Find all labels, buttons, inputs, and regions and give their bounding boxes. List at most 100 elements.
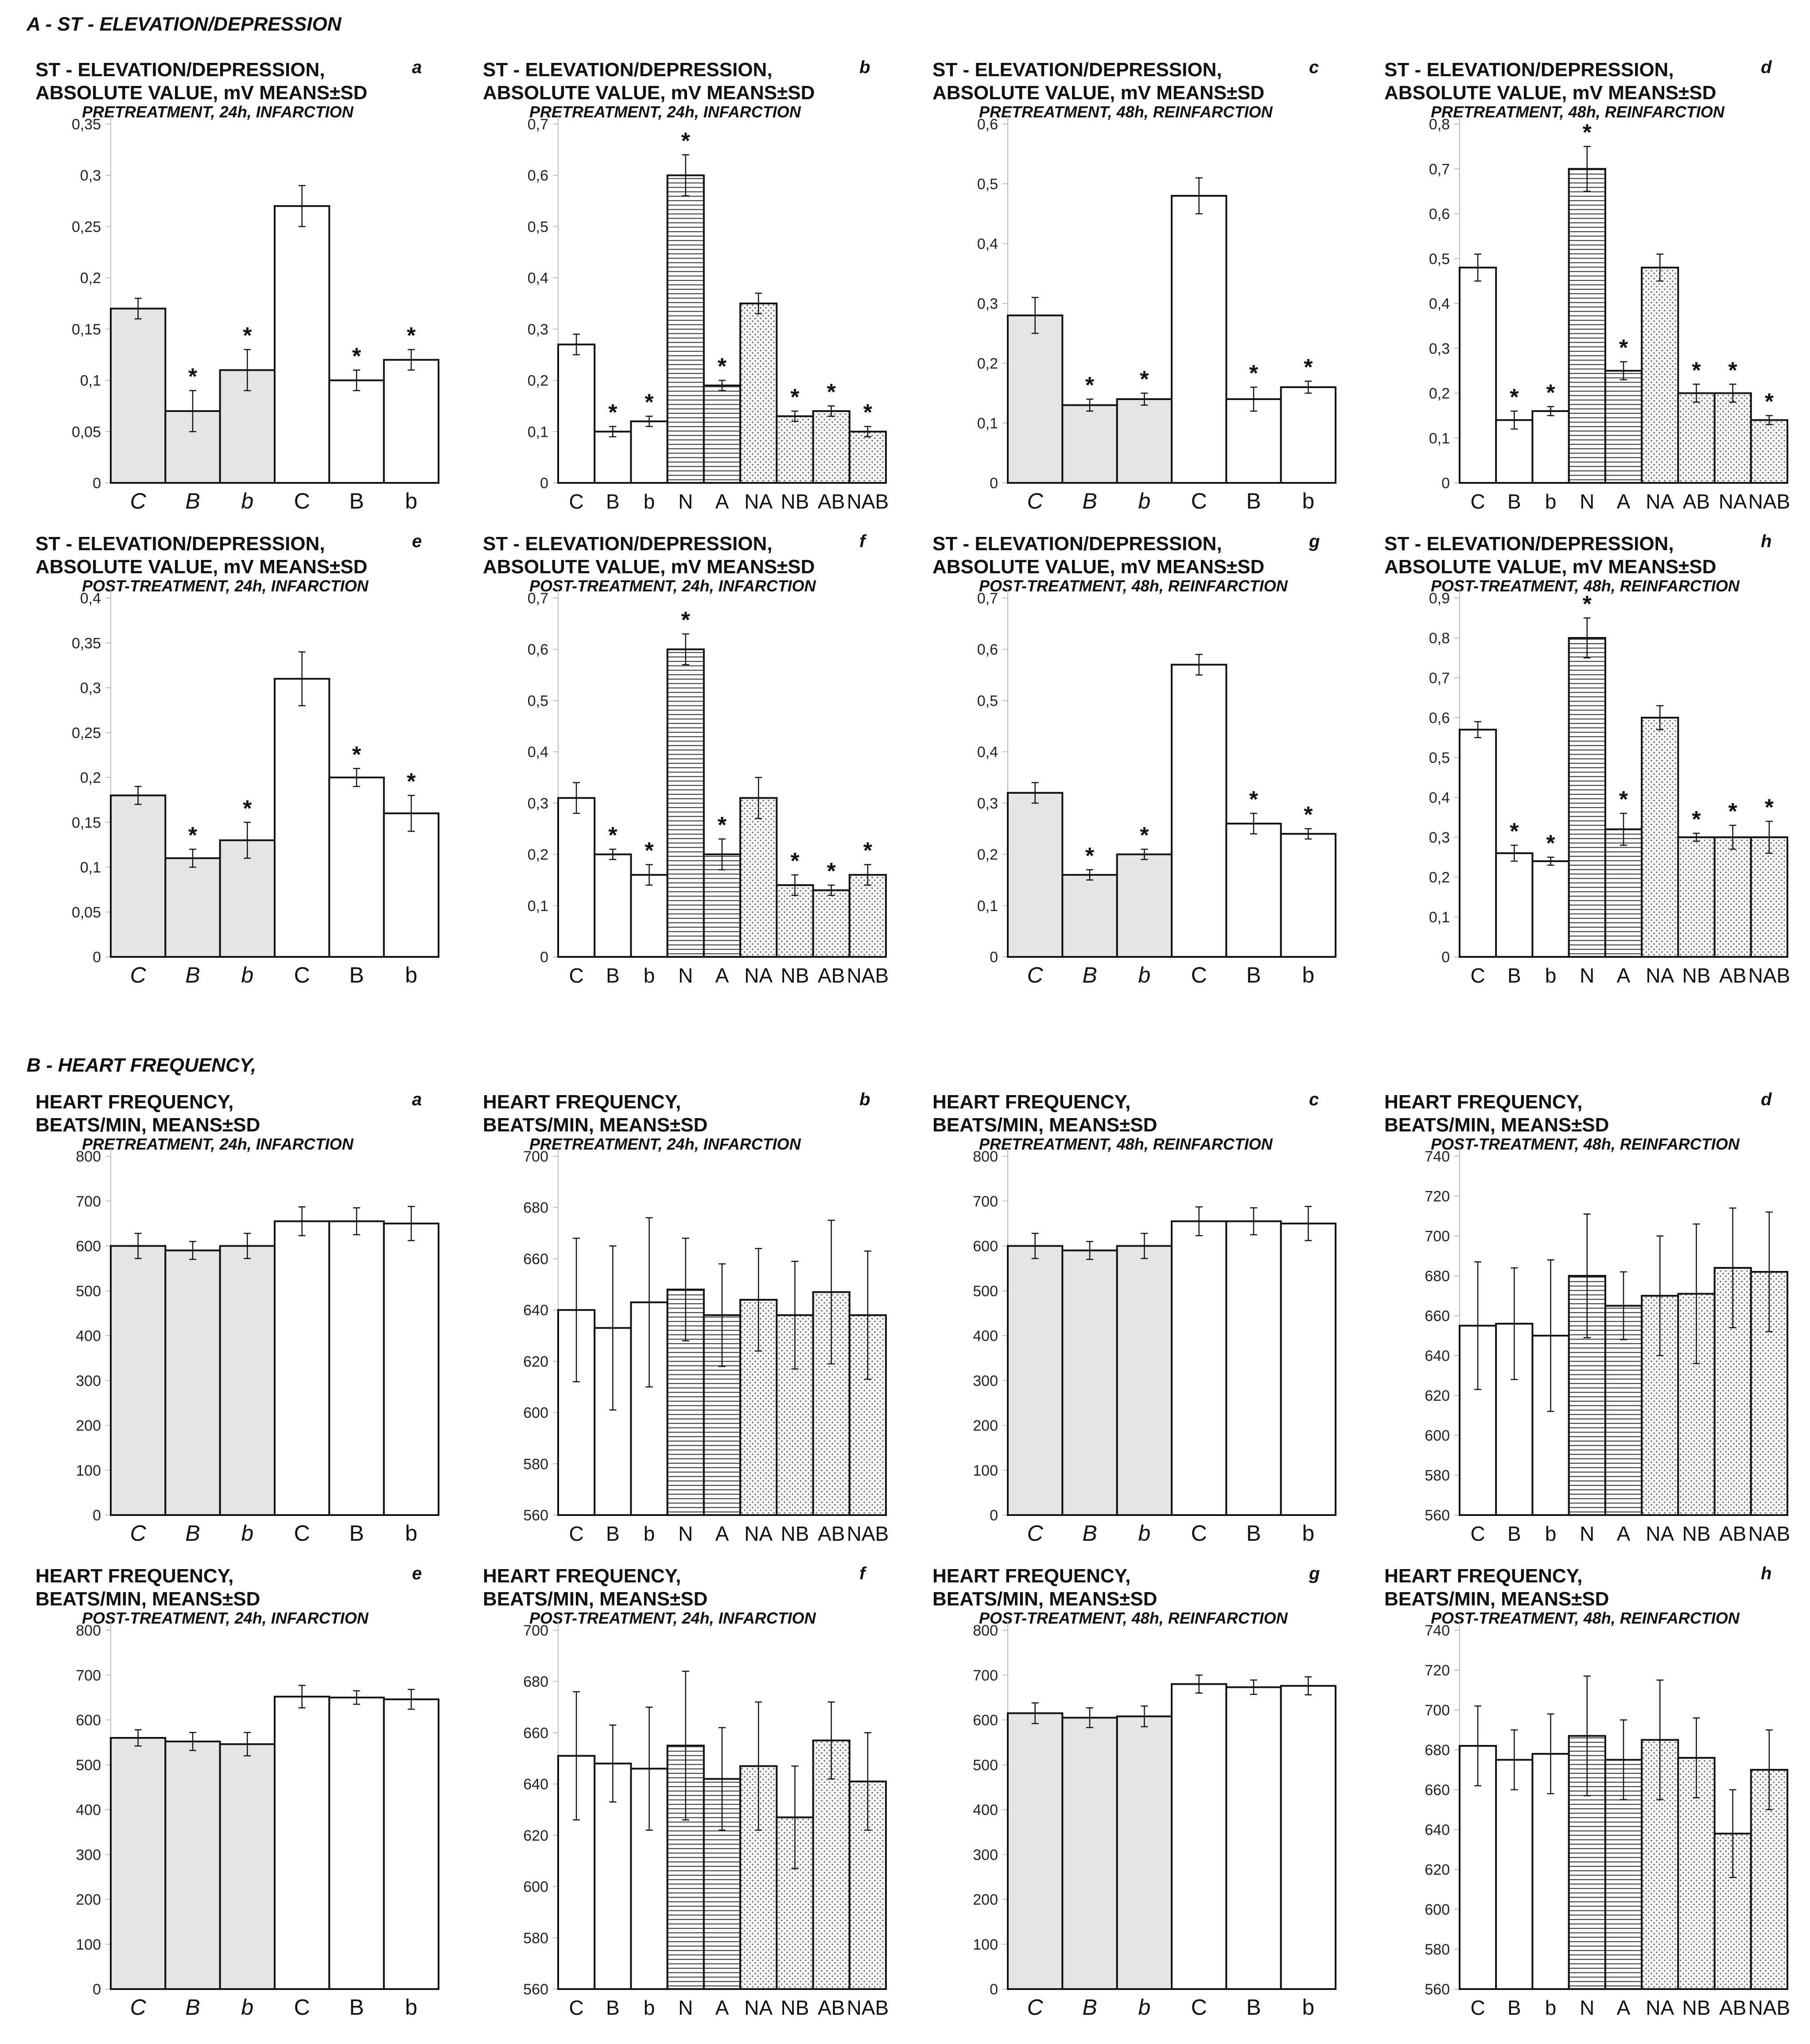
y-tick-label: 800 [76, 1148, 101, 1165]
y-tick-label: 580 [1425, 1467, 1450, 1484]
y-tick-label: 100 [973, 1936, 998, 1953]
chart-panel: HEART FREQUENCY, BEATS/MIN, MEANS±SD PRETR… [470, 1081, 913, 1559]
y-tick-label: 0,3 [80, 167, 101, 184]
x-tick-label: B [606, 1996, 620, 2019]
significance-marker: * [1619, 787, 1628, 812]
bar [1713, 836, 1752, 958]
bar [1007, 315, 1064, 484]
y-tick-label: 0,7 [977, 590, 998, 607]
significance-marker: * [608, 823, 618, 848]
significance-marker: * [790, 848, 800, 874]
y-tick-label: 660 [1425, 1782, 1450, 1799]
bar [328, 777, 385, 958]
bar [1225, 823, 1282, 958]
y-tick-label: 300 [973, 1372, 998, 1389]
chart-title-line-2: ABSOLUTE VALUE, mV MEANS±SD [1384, 82, 1717, 104]
significance-marker: * [1085, 843, 1095, 869]
chart-title: HEART FREQUENCY, BEATS/MIN, MEANS±SD [932, 1565, 1157, 1611]
significance-marker: * [1510, 819, 1519, 844]
y-tick-label: 660 [1425, 1308, 1450, 1325]
x-tick-label: B [1246, 489, 1261, 513]
chart-panel: HEART FREQUENCY, BEATS/MIN, MEANS±SD POST-… [22, 1555, 465, 2033]
panel-letter: c [1309, 58, 1319, 77]
chart-panel: ST - ELEVATION/DEPRESSION, ABSOLUTE VALUE… [919, 49, 1362, 527]
bar [110, 1737, 167, 1990]
bar [1677, 392, 1716, 484]
bar [1750, 419, 1788, 484]
y-tick-label: 600 [1425, 1901, 1450, 1918]
y-tick-label: 100 [76, 1462, 101, 1479]
significance-marker: * [790, 385, 800, 410]
x-tick-label: NA [1646, 1522, 1674, 1545]
significance-marker: * [1249, 787, 1258, 812]
x-tick-label: B [1082, 963, 1097, 987]
x-tick-label: A [715, 1996, 729, 2019]
x-tick-label: AB [818, 964, 845, 987]
y-tick-label: 560 [523, 1981, 548, 1998]
y-tick-label: 0,6 [528, 641, 548, 658]
y-tick-label: 700 [1425, 1702, 1450, 1719]
x-tick-label: NAB [847, 1522, 889, 1545]
x-tick-label: NAB [1748, 964, 1791, 987]
y-tick-label: 580 [1425, 1941, 1450, 1958]
y-tick-label: 0,4 [528, 744, 548, 761]
y-tick-label: 0,1 [977, 415, 998, 432]
y-tick-label: 0,2 [1429, 869, 1450, 886]
significance-marker: * [188, 823, 198, 848]
panel-letter: c [1309, 1090, 1319, 1109]
x-tick-label: A [1617, 1996, 1631, 2019]
x-tick-label: C [1470, 1996, 1485, 2019]
y-tick-label: 600 [523, 1879, 548, 1896]
x-tick-label: A [715, 1522, 729, 1545]
significance-marker: * [188, 364, 198, 390]
y-tick-label: 600 [76, 1712, 101, 1729]
bar [110, 1245, 167, 1516]
y-tick-label: 0,3 [528, 795, 548, 812]
chart-panel: HEART FREQUENCY, BEATS/MIN, MEANS±SD POST-… [1371, 1555, 1810, 2033]
x-tick-label: B [1507, 1522, 1521, 1545]
bar [1116, 1715, 1173, 1990]
x-tick-label: B [1507, 1996, 1521, 2019]
panel-letter: f [859, 532, 866, 551]
bar [848, 874, 887, 958]
chart-title: HEART FREQUENCY, BEATS/MIN, MEANS±SD [483, 1565, 707, 1611]
y-tick-label: 740 [1425, 1622, 1450, 1639]
chart-title: ST - ELEVATION/DEPRESSION, ABSOLUTE VALUE… [1384, 532, 1716, 579]
x-tick-label: b [1545, 1522, 1557, 1545]
y-tick-label: 700 [523, 1148, 548, 1165]
significance-marker: * [1304, 802, 1313, 828]
x-tick-label: b [644, 964, 655, 987]
y-tick-label: 0,25 [72, 725, 101, 742]
significance-marker: * [827, 859, 836, 884]
y-tick-label: 300 [76, 1372, 101, 1389]
x-tick-label: NAB [847, 964, 889, 987]
bar [1007, 792, 1064, 958]
x-tick-label: B [349, 963, 364, 987]
x-tick-label: b [405, 489, 417, 513]
y-tick-label: 0,4 [977, 744, 998, 761]
bar [812, 1739, 851, 1990]
x-tick-label: C [1470, 964, 1485, 987]
bar [1641, 267, 1679, 484]
x-tick-label: b [644, 490, 655, 513]
y-tick-label: 0 [1441, 949, 1450, 966]
y-tick-label: 0,1 [528, 898, 548, 914]
y-tick-label: 640 [1425, 1822, 1450, 1838]
bar [274, 1220, 330, 1516]
chart-subtitle: POST-TREATMENT, 48h, REINFARCTION [979, 1609, 1288, 1627]
chart-panel: ST - ELEVATION/DEPRESSION, ABSOLUTE VALUE… [919, 523, 1362, 1001]
x-tick-label: b [1302, 489, 1314, 513]
bar [1171, 664, 1227, 958]
significance-marker: * [1140, 823, 1149, 848]
x-tick-label: NAB [1748, 1996, 1791, 2019]
y-tick-label: 0,7 [528, 116, 548, 133]
bar [383, 812, 440, 958]
x-tick-label: A [1617, 490, 1631, 513]
x-tick-label: B [1246, 963, 1261, 987]
y-tick-label: 700 [973, 1193, 998, 1210]
x-tick-label: b [241, 963, 253, 987]
x-tick-label: C [569, 1996, 583, 2019]
chart-panel: ST - ELEVATION/DEPRESSION, ABSOLUTE VALUE… [1371, 523, 1810, 1001]
